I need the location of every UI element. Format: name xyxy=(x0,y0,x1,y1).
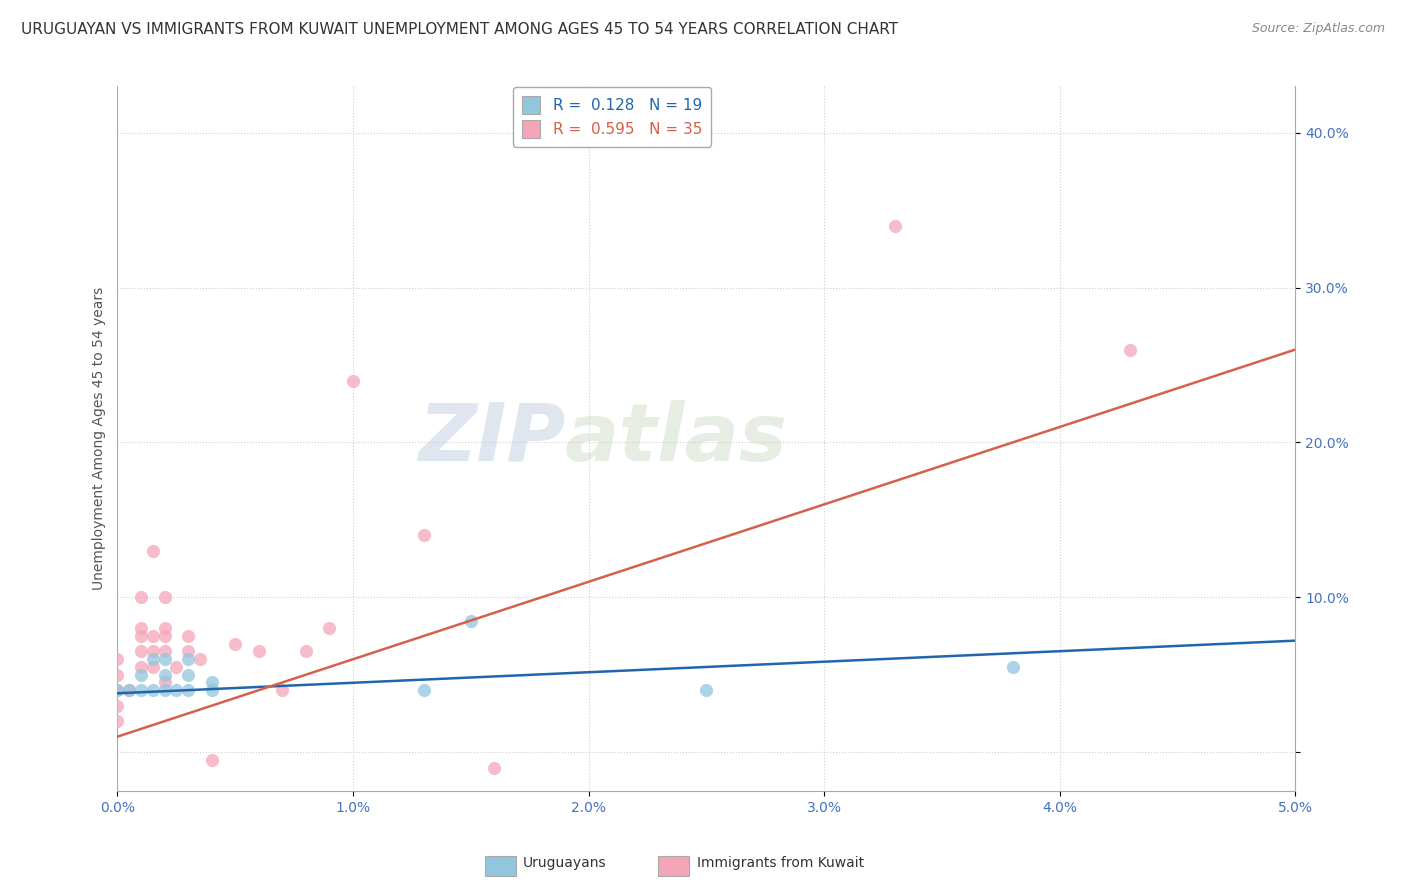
Point xyxy=(342,374,364,388)
Y-axis label: Unemployment Among Ages 45 to 54 years: Unemployment Among Ages 45 to 54 years xyxy=(93,287,107,591)
Point xyxy=(224,637,246,651)
Point xyxy=(153,591,176,605)
Point xyxy=(107,714,129,728)
Point xyxy=(107,698,129,713)
Point xyxy=(153,652,176,666)
Point xyxy=(271,683,294,698)
Point xyxy=(153,644,176,658)
Point xyxy=(695,683,717,698)
Point xyxy=(201,683,224,698)
Point xyxy=(129,667,152,681)
Point xyxy=(484,761,506,775)
Point xyxy=(177,683,200,698)
Point xyxy=(129,683,152,698)
Point xyxy=(153,621,176,635)
Point xyxy=(412,683,434,698)
Point xyxy=(118,683,141,698)
Point xyxy=(201,753,224,767)
Point xyxy=(177,667,200,681)
Text: URUGUAYAN VS IMMIGRANTS FROM KUWAIT UNEMPLOYMENT AMONG AGES 45 TO 54 YEARS CORRE: URUGUAYAN VS IMMIGRANTS FROM KUWAIT UNEM… xyxy=(21,22,898,37)
Point xyxy=(165,660,187,674)
Point xyxy=(118,683,141,698)
Point xyxy=(129,644,152,658)
Point xyxy=(177,629,200,643)
Point xyxy=(153,667,176,681)
Point xyxy=(412,528,434,542)
Point xyxy=(153,675,176,690)
Point xyxy=(1001,660,1024,674)
Point xyxy=(165,683,187,698)
Point xyxy=(460,614,482,628)
Point xyxy=(177,644,200,658)
Point xyxy=(142,660,165,674)
Text: Immigrants from Kuwait: Immigrants from Kuwait xyxy=(697,856,865,871)
Point xyxy=(142,544,165,558)
Point xyxy=(295,644,318,658)
Point xyxy=(142,629,165,643)
Point xyxy=(153,629,176,643)
Point xyxy=(107,667,129,681)
Text: Source: ZipAtlas.com: Source: ZipAtlas.com xyxy=(1251,22,1385,36)
Point xyxy=(177,652,200,666)
Point xyxy=(201,675,224,690)
Point xyxy=(247,644,270,658)
Point xyxy=(107,683,129,698)
Point xyxy=(129,621,152,635)
Point xyxy=(1119,343,1142,357)
Point xyxy=(129,660,152,674)
Point xyxy=(142,652,165,666)
Text: ZIP: ZIP xyxy=(418,400,565,477)
Point xyxy=(129,591,152,605)
Point xyxy=(107,683,129,698)
Legend: R =  0.128   N = 19, R =  0.595   N = 35: R = 0.128 N = 19, R = 0.595 N = 35 xyxy=(513,87,711,146)
Point xyxy=(142,683,165,698)
Point xyxy=(188,652,211,666)
Text: Uruguayans: Uruguayans xyxy=(523,856,606,871)
Point xyxy=(153,683,176,698)
Point xyxy=(883,219,905,233)
Point xyxy=(142,644,165,658)
Point xyxy=(318,621,340,635)
Point xyxy=(129,629,152,643)
Point xyxy=(107,652,129,666)
Text: atlas: atlas xyxy=(565,400,787,477)
